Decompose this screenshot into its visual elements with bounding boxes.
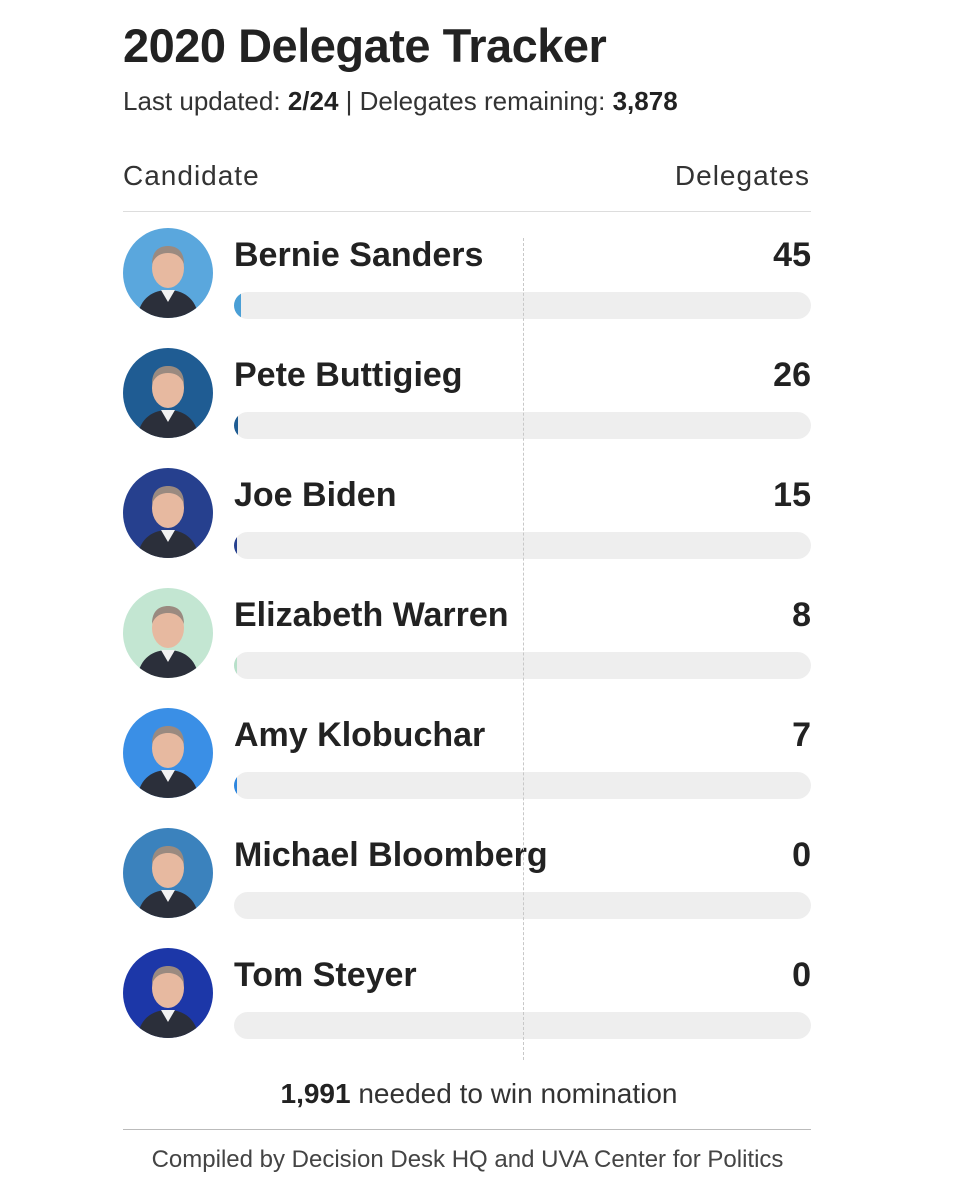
candidate-row: Tom Steyer 0 [123,942,811,1042]
delegate-bar-track [234,532,811,559]
person-icon [123,588,213,678]
delegate-bar-track [234,772,811,799]
person-icon [123,228,213,318]
subtitle: Last updated: 2/24 | Delegates remaining… [123,86,678,117]
person-icon [123,708,213,798]
candidate-avatar [123,828,213,918]
delegate-count: 26 [773,356,811,394]
candidate-name: Amy Klobuchar [234,716,486,754]
candidate-avatar [123,708,213,798]
delegate-bar [234,772,237,799]
page-title: 2020 Delegate Tracker [123,19,607,72]
last-updated-label: Last updated: [123,86,281,116]
delegate-bar-track [234,1012,811,1039]
delegate-bar-track [234,292,811,319]
candidate-row: Joe Biden 15 [123,462,811,562]
candidate-row: Elizabeth Warren 8 [123,582,811,682]
candidate-name: Joe Biden [234,476,397,514]
candidate-avatar [123,468,213,558]
delegate-bar [234,292,241,319]
delegates-remaining-label: Delegates remaining: [359,86,606,116]
candidate-row: Pete Buttigieg 26 [123,342,811,442]
candidate-name: Bernie Sanders [234,236,484,274]
delegate-count: 7 [792,716,811,754]
delegate-bar-track [234,892,811,919]
delegate-bar [234,412,238,439]
person-icon [123,948,213,1038]
candidate-name: Elizabeth Warren [234,596,509,634]
nomination-threshold-line [523,238,524,1060]
person-icon [123,348,213,438]
footer-divider [123,1129,811,1130]
candidate-name: Pete Buttigieg [234,356,463,394]
candidate-row: Amy Klobuchar 7 [123,702,811,802]
source-credit: Compiled by Decision Desk HQ and UVA Cen… [151,1146,784,1173]
delegate-count: 0 [792,956,811,994]
column-header-delegates: Delegates [674,160,810,191]
needed-text: needed to win nomination [350,1078,678,1109]
candidate-name: Michael Bloomberg [234,836,548,874]
delegate-bar-track [234,412,811,439]
candidate-row: Michael Bloomberg 0 [123,822,811,922]
candidate-avatar [123,948,213,1038]
needed-value: 1,991 [280,1078,351,1109]
delegate-count: 8 [792,596,811,634]
header-divider [123,211,811,212]
delegates-remaining-value: 3,878 [612,86,678,116]
last-updated-value: 2/24 [287,86,339,116]
delegate-bar [234,532,237,559]
candidate-avatar [123,588,213,678]
delegate-count: 15 [773,476,811,514]
delegate-bar-track [234,652,811,679]
candidate-row: Bernie Sanders 45 [123,222,811,322]
nomination-threshold-label: 1,991 needed to win nomination [0,1078,958,1110]
subtitle-separator: | [345,86,353,116]
delegate-count: 0 [792,836,811,874]
delegate-count: 45 [773,236,811,274]
candidate-name: Tom Steyer [234,956,417,994]
column-header-candidate: Candidate [123,160,260,191]
person-icon [123,828,213,918]
candidate-avatar [123,228,213,318]
candidate-avatar [123,348,213,438]
person-icon [123,468,213,558]
delegate-bar [234,652,237,679]
